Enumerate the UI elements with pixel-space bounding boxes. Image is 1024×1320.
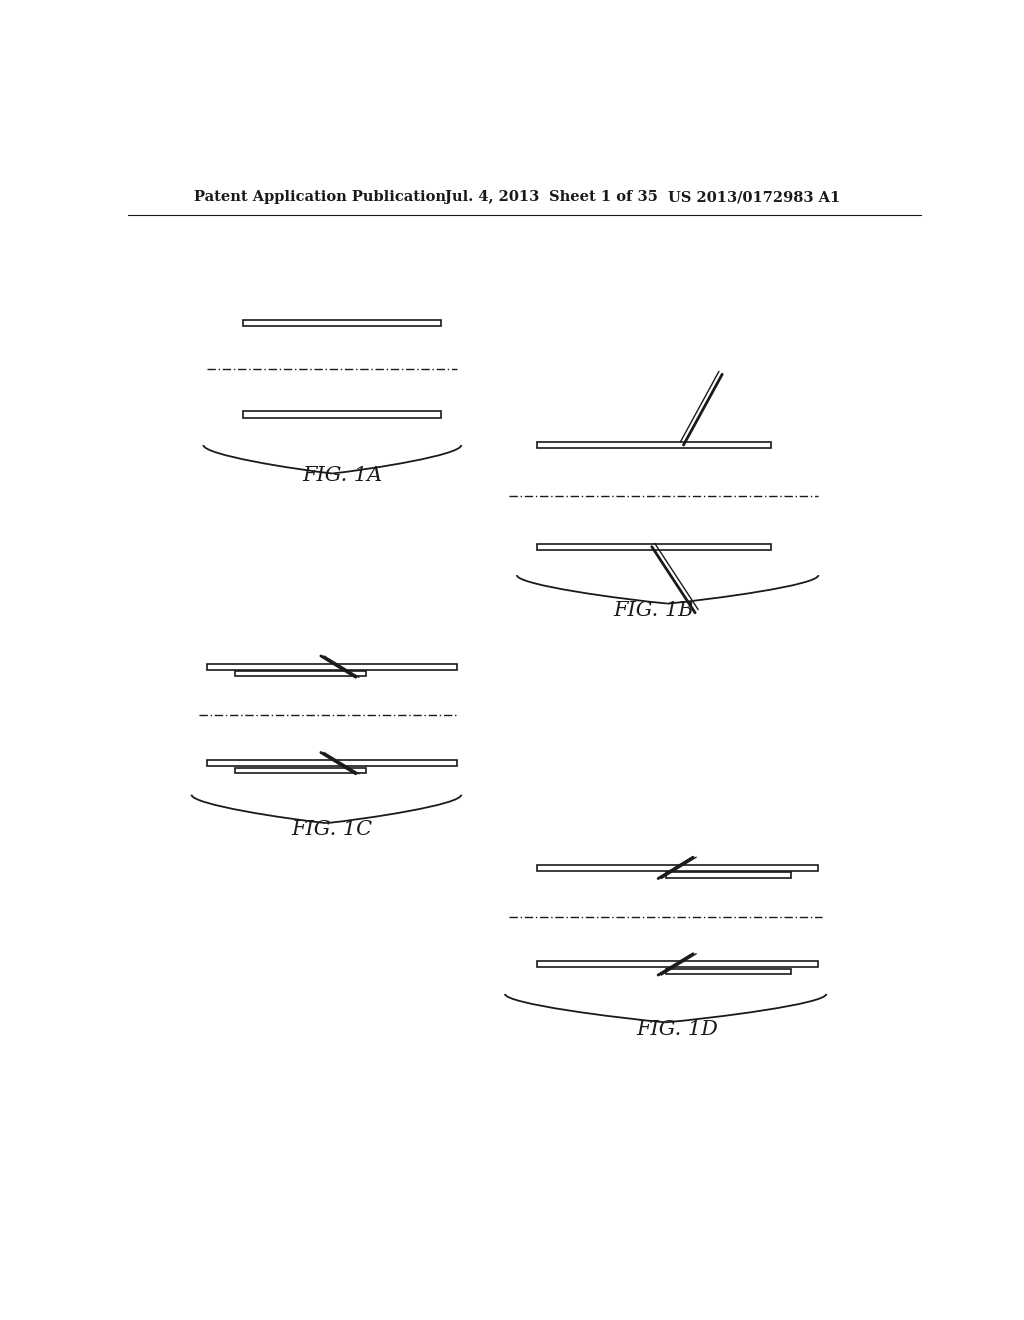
Text: Patent Application Publication: Patent Application Publication — [194, 190, 445, 205]
Text: Sheet 1 of 35: Sheet 1 of 35 — [549, 190, 657, 205]
Text: Jul. 4, 2013: Jul. 4, 2013 — [445, 190, 540, 205]
Text: FIG. 1D: FIG. 1D — [637, 1020, 719, 1039]
Text: FIG. 1C: FIG. 1C — [292, 820, 373, 838]
Text: FIG. 1A: FIG. 1A — [302, 466, 382, 484]
Bar — [243, 412, 441, 417]
Bar — [537, 544, 771, 549]
Text: FIG. 1B: FIG. 1B — [613, 601, 694, 620]
Bar — [537, 865, 818, 871]
Bar — [537, 442, 771, 447]
Bar — [236, 671, 366, 676]
Bar — [207, 760, 458, 766]
Bar — [537, 961, 818, 968]
Bar — [666, 873, 791, 878]
Bar — [666, 969, 791, 974]
Bar — [207, 664, 458, 669]
Bar — [236, 768, 366, 772]
Bar — [243, 319, 441, 326]
Text: US 2013/0172983 A1: US 2013/0172983 A1 — [668, 190, 840, 205]
